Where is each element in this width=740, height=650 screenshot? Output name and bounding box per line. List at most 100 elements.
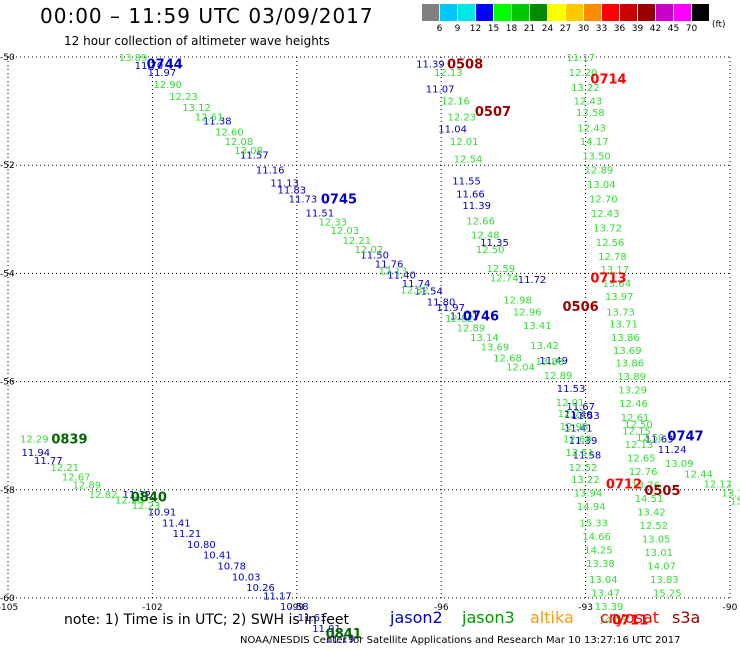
legend-swatch	[674, 4, 691, 21]
satellite-legend-item: cryosat	[600, 608, 660, 627]
legend-swatch	[548, 4, 565, 21]
pass-time-label: 0712	[606, 477, 642, 492]
data-point-jason2: 11.39	[462, 201, 491, 212]
data-point-jason3: 12.26	[115, 496, 144, 507]
data-point-jason3: 12.43	[577, 123, 606, 134]
legend-bin-label: 39	[631, 24, 644, 34]
legend-swatch	[602, 4, 619, 21]
data-point-jason3: 12.68	[493, 353, 522, 364]
legend-swatch	[692, 4, 709, 21]
data-point-jason3: 13.86	[536, 357, 565, 368]
data-point-jason3: 13.83	[650, 575, 679, 586]
data-point-jason2: 11.41	[162, 518, 191, 529]
data-point-jason3: 12.78	[598, 252, 627, 263]
pass-time-label: 0747	[667, 430, 703, 445]
data-point-jason3: 12.89	[72, 480, 101, 491]
pass-time-label: 0840	[131, 490, 167, 505]
data-point-jason3: 12.02	[355, 245, 384, 256]
legend-bin-label: 9	[454, 24, 461, 34]
satellite-legend-item: s3a	[672, 608, 701, 627]
data-point-jason3: 12.29	[20, 434, 49, 445]
legend-swatch	[656, 4, 673, 21]
data-point-jason2: 11.83	[278, 186, 307, 197]
legend-swatch	[512, 4, 529, 21]
pass-time-label: 0714	[590, 73, 626, 88]
data-point-jason3: 15.33	[579, 518, 608, 529]
y-tick-label: -56	[0, 378, 15, 388]
data-point-jason2: 11.41	[564, 424, 593, 435]
satellite-legend-item: jason2	[390, 608, 443, 627]
data-point-jason2: 11.72	[518, 275, 547, 286]
data-point-jason3: 12.23	[169, 92, 198, 103]
pass-time-label: 0508	[447, 57, 483, 72]
data-point-jason2: 11.21	[173, 529, 202, 540]
data-point-jason2: 11.51	[305, 208, 334, 219]
pass-time-label: 0507	[475, 105, 511, 120]
data-point-jason3: 12.70	[589, 195, 618, 206]
data-point-jason3: 12.46	[619, 399, 648, 410]
data-point-jason3: 12.74	[490, 274, 519, 285]
footer-credits: NOAA/NESDIS Center for Satellite Applica…	[240, 635, 681, 646]
legend-bin-label: 15	[487, 24, 500, 34]
data-point-jason3: 12.71	[558, 409, 587, 420]
data-point-jason3: 12.33	[318, 217, 347, 228]
data-point-jason3: 13.58	[576, 108, 605, 119]
data-point-jason3: 13.22	[571, 83, 600, 94]
data-point-jason3: 12.67	[62, 472, 91, 483]
data-point-jason2: 11.35	[480, 238, 509, 249]
legend-bin-label: 45	[667, 24, 680, 34]
legend-bin-label: 6	[436, 24, 443, 34]
data-point-jason3: 12.90	[153, 80, 182, 91]
data-point-jason3: 12.50	[476, 245, 505, 256]
data-point-jason3: 13.41	[523, 321, 552, 332]
data-point-jason3: 13.15	[721, 489, 740, 500]
data-point-jason3: 13.47	[591, 589, 620, 600]
data-point-jason2: 11.53	[571, 411, 600, 422]
data-point-jason3: 12.59	[486, 264, 515, 275]
data-point-jason2: 11.38	[203, 116, 232, 127]
data-point-jason3: 12.89	[585, 166, 614, 177]
data-point-jason2: 11.39	[416, 59, 445, 70]
data-point-jason3: 12.98	[503, 295, 532, 306]
y-tick-label: -58	[0, 486, 15, 496]
data-point-jason2: 11.97	[436, 303, 465, 314]
data-point-jason3: 13.39	[595, 602, 624, 613]
data-point-jason3: 14.05	[599, 616, 628, 627]
data-point-jason3: 12.98	[560, 422, 589, 433]
data-point-jason3: 12.54	[454, 155, 483, 166]
data-point-jason2: 11.66	[456, 189, 485, 200]
data-point-jason2: 11.54	[414, 287, 443, 298]
x-tick-label: -105	[0, 603, 18, 613]
data-point-jason3: 12.12	[704, 479, 733, 490]
data-point-jason3: 12.68	[563, 434, 592, 445]
pass-time-label: 0841	[326, 627, 362, 642]
data-point-jason3: 13.42	[637, 507, 666, 518]
data-point-jason3: 13.01	[644, 548, 673, 559]
data-point-jason2: 11.91	[312, 624, 341, 635]
data-point-jason3: 12.13	[625, 440, 654, 451]
data-point-jason3: 13.89	[119, 53, 148, 64]
x-tick-label: -99	[289, 603, 304, 613]
data-point-jason3: 13.97	[605, 292, 634, 303]
legend-bin-label: 33	[595, 24, 608, 34]
x-tick-label: -90	[723, 603, 738, 613]
data-point-jason3: 12.23	[132, 501, 161, 512]
data-point-jason3: 12.61	[195, 113, 224, 124]
data-point-jason3: 14.66	[582, 532, 611, 543]
data-point-jason2: 11.71	[450, 312, 479, 323]
data-point-jason2: 11.63	[645, 434, 674, 445]
legend-swatch	[422, 4, 439, 21]
data-point-jason3: 12.48	[471, 230, 500, 241]
x-tick-label: -96	[434, 603, 449, 613]
legend-unit: (ft)	[712, 20, 726, 30]
data-point-jason2: 11.32	[123, 490, 152, 501]
data-point-jason2: 10.58	[280, 602, 309, 613]
data-point-jason3: 13.04	[587, 180, 616, 191]
data-point-jason3: 13.14	[470, 333, 499, 344]
data-point-jason3: 12.61	[621, 413, 650, 424]
data-point-jason2: 11.04	[438, 124, 467, 135]
data-point-jason3: 15.25	[653, 589, 682, 600]
color-legend: 6 9 12 15 18 21 24 27 30 33 36 39 42 45 70	[422, 4, 728, 36]
data-point-jason3: 11.17	[566, 53, 595, 64]
data-point-jason3: 13.09	[665, 459, 694, 470]
